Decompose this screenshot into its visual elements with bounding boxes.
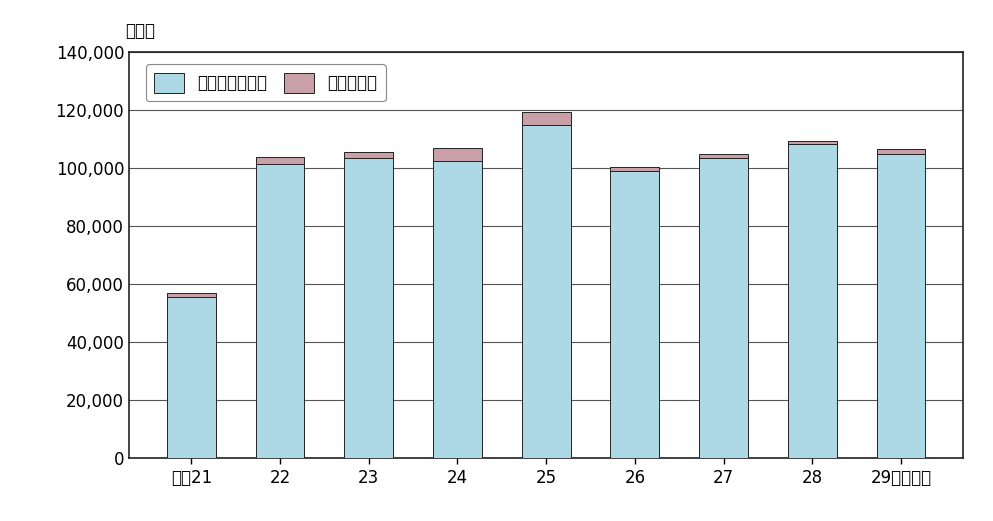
Bar [167, 293, 215, 297]
Bar [167, 297, 215, 458]
Legend: 一戸建ての住宅, 共同住宅等: 一戸建ての住宅, 共同住宅等 [146, 65, 385, 102]
Bar [345, 158, 393, 458]
Bar [611, 171, 659, 458]
Bar [699, 154, 748, 158]
Bar [877, 154, 925, 458]
Bar [433, 161, 482, 458]
Bar [345, 152, 393, 158]
Bar [699, 158, 748, 458]
Bar [255, 164, 305, 458]
Bar [787, 141, 837, 143]
Bar [787, 143, 837, 458]
Bar [611, 167, 659, 171]
Text: （戸）: （戸） [125, 22, 155, 40]
Bar [521, 111, 571, 125]
Bar [877, 150, 925, 154]
Bar [433, 148, 482, 161]
Bar [521, 125, 571, 458]
Bar [255, 157, 305, 164]
